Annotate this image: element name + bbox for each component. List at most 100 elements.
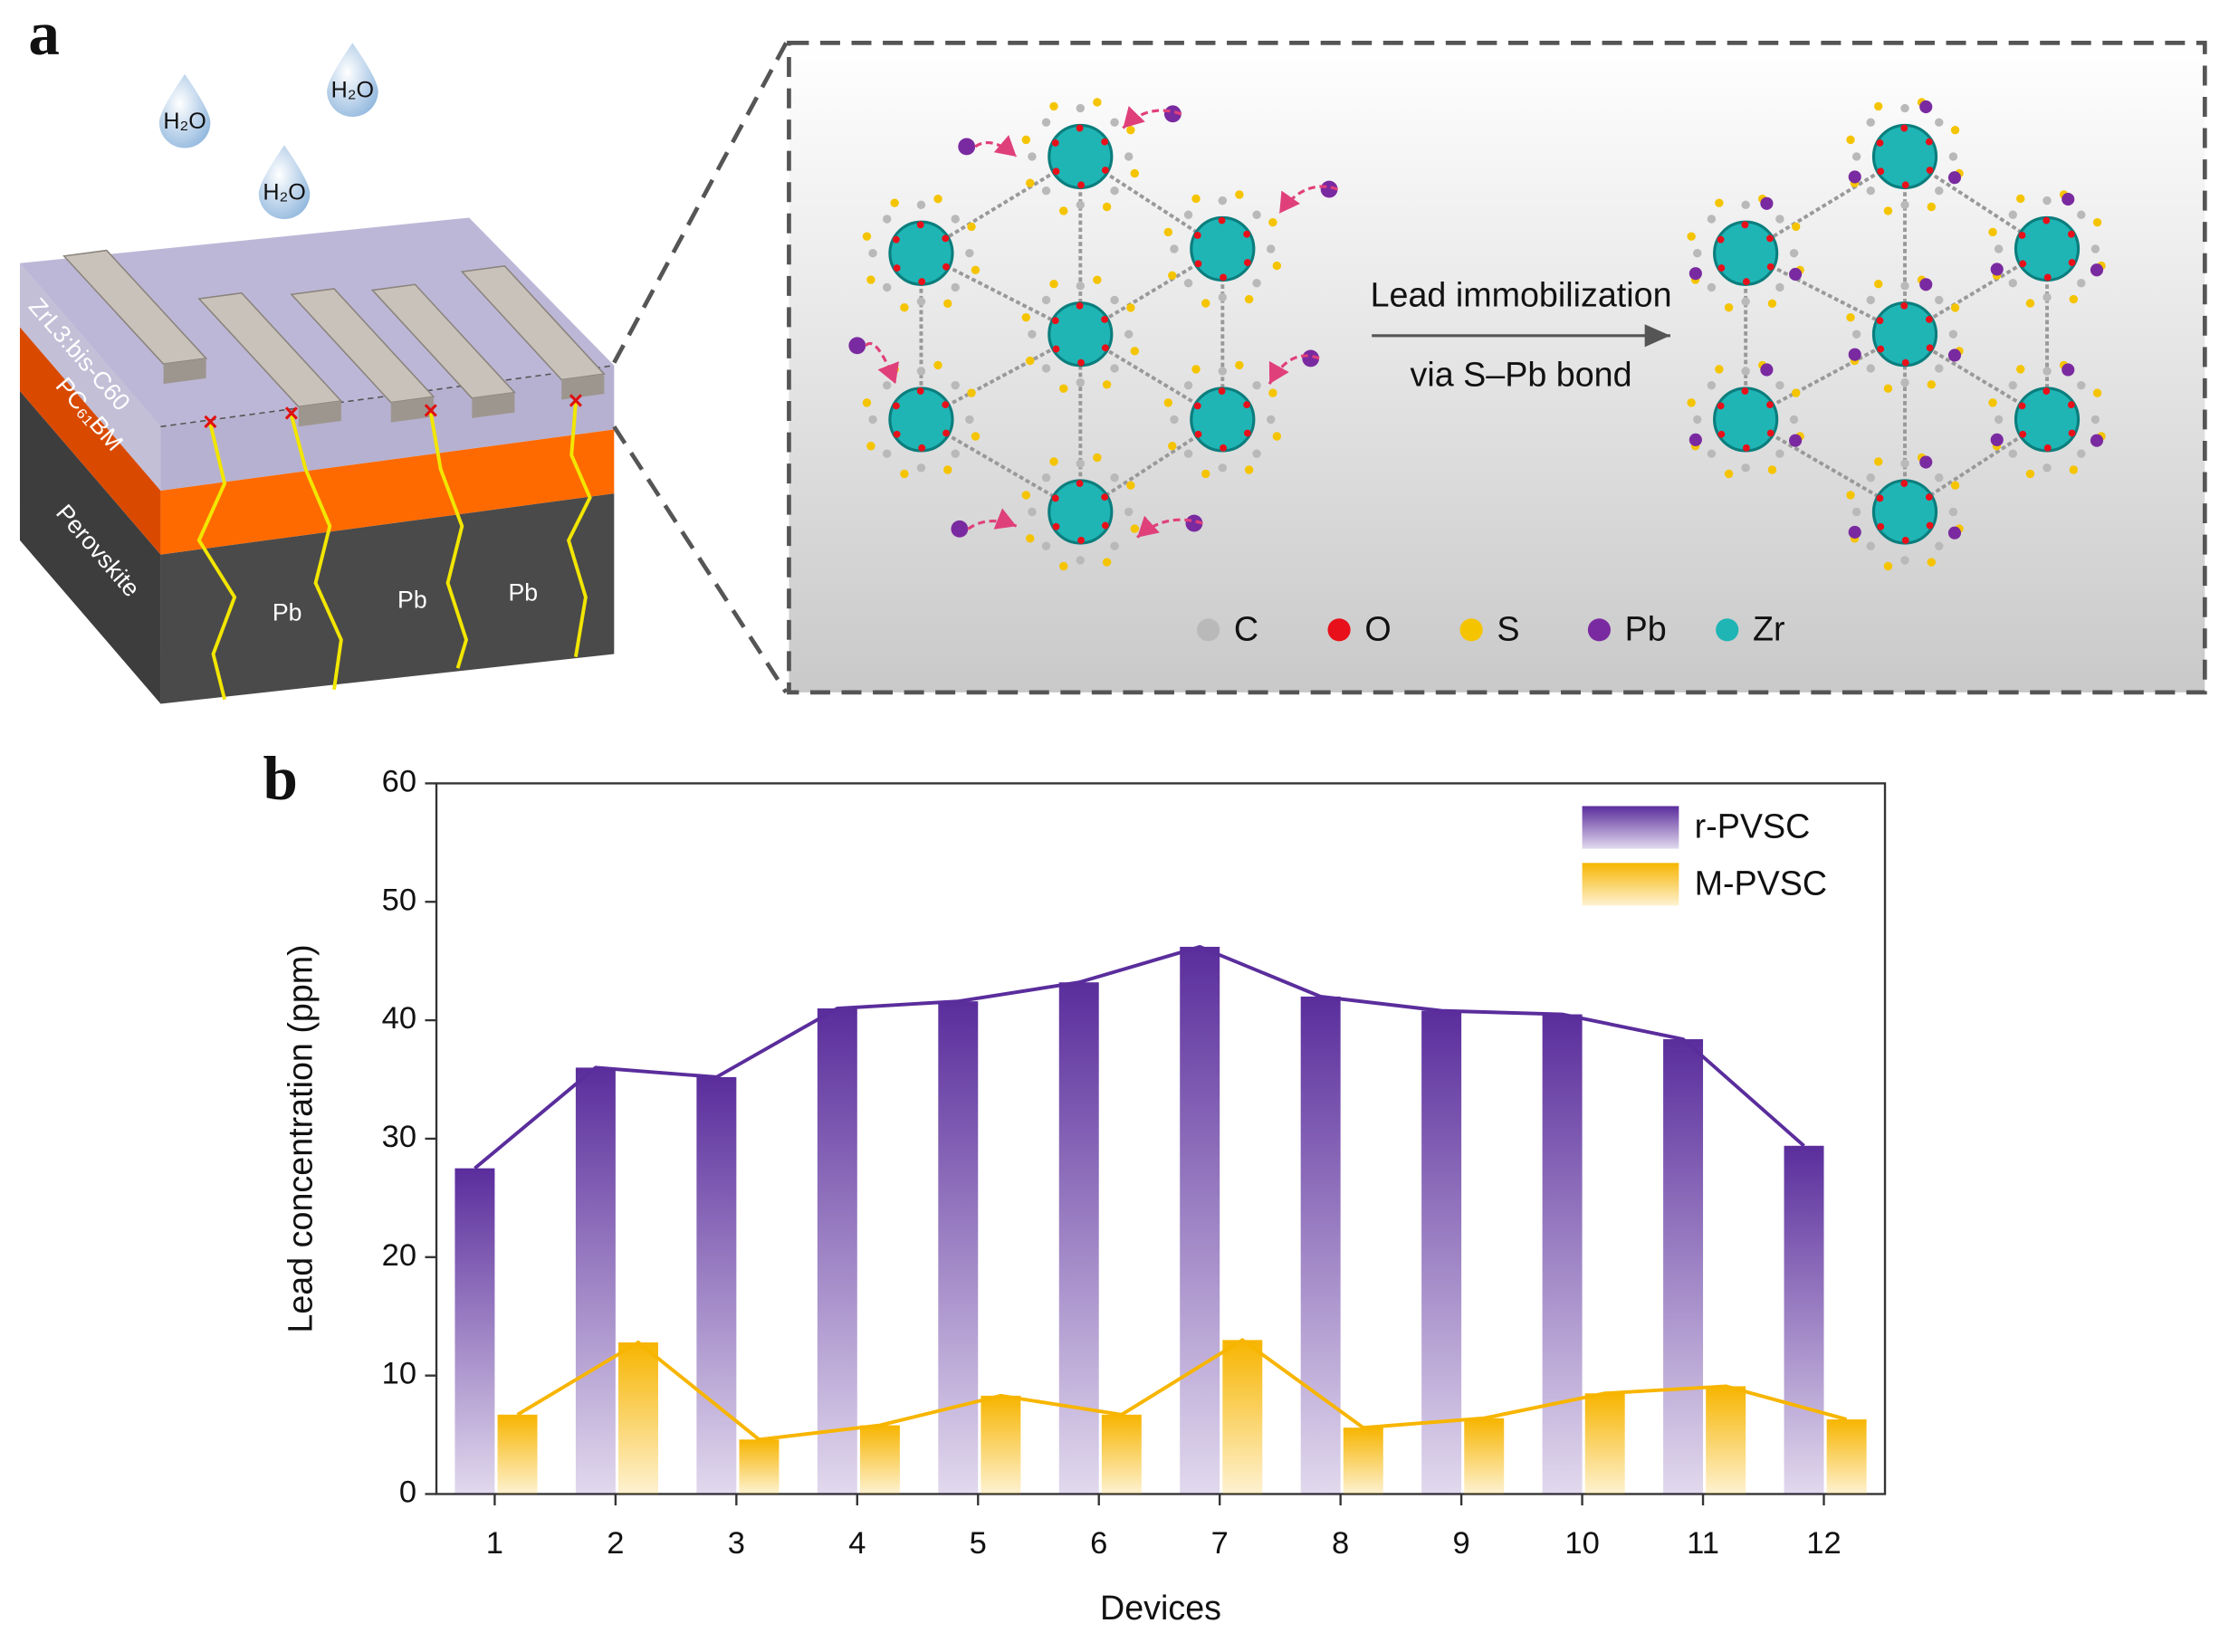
carbon: [1707, 449, 1717, 458]
mof-layer-left: [19, 263, 161, 491]
carbon: [1041, 473, 1051, 482]
y-tick-label: 10: [382, 1357, 416, 1391]
oxygen: [942, 401, 950, 409]
carbon: [1866, 118, 1875, 127]
lead-ion: [848, 337, 866, 355]
capture-arrow: [1122, 106, 1182, 129]
sulfur: [1026, 178, 1035, 187]
panel-label: a: [28, 0, 60, 68]
carbon: [1124, 507, 1134, 517]
oxygen: [1052, 522, 1060, 530]
carbon: [1935, 186, 1944, 196]
carbon: [882, 282, 892, 292]
legend-swatch: [1582, 863, 1679, 906]
legend-label: M-PVSC: [1695, 864, 1828, 902]
carbon: [1124, 152, 1134, 161]
sulfur: [1687, 398, 1696, 407]
carbon: [1935, 364, 1944, 373]
sulfur: [1026, 534, 1035, 543]
block-mark: ×: [284, 398, 300, 427]
sulfur: [1021, 491, 1031, 500]
capture-arrow: [974, 135, 1018, 158]
lead-bound: [1919, 455, 1933, 469]
lead-bound: [1947, 526, 1962, 540]
oxygen: [1101, 521, 1109, 530]
sulfur: [1873, 457, 1883, 466]
carbon: [1948, 152, 1958, 161]
y-tick-label: 0: [399, 1475, 416, 1510]
element-label: Pb: [1625, 609, 1667, 647]
sulfur: [1950, 125, 1960, 135]
sulfur: [1163, 227, 1173, 237]
carbon: [1267, 415, 1276, 425]
lead-label: Pb: [273, 599, 302, 626]
sulfur: [862, 232, 872, 241]
lead-bound: [1789, 434, 1803, 447]
trend-line: [516, 1338, 1848, 1442]
sulfur: [1093, 453, 1102, 463]
sulfur: [1059, 206, 1068, 215]
carbon: [916, 200, 926, 210]
oxygen: [1101, 315, 1109, 323]
bar: [575, 1067, 616, 1494]
lead-bound: [1688, 433, 1702, 446]
sulfur: [2069, 465, 2079, 474]
oxygen: [2067, 230, 2075, 238]
sulfur: [1102, 202, 1112, 212]
sulfur: [967, 222, 976, 232]
element-label: O: [1364, 609, 1391, 647]
lead-ion: [1320, 180, 1338, 198]
crack: [289, 415, 343, 691]
sulfur: [2025, 299, 2035, 308]
sulfur: [1883, 561, 1893, 571]
sulfur: [1883, 206, 1893, 215]
oxygen: [1243, 401, 1251, 409]
lead-bound: [1848, 170, 1861, 184]
x-tick-label: 5: [970, 1526, 987, 1561]
oxygen: [1051, 138, 1059, 147]
block-mark: ×: [203, 407, 218, 436]
bar: [739, 1439, 780, 1494]
sulfur: [1767, 465, 1777, 474]
oxygen: [1077, 358, 1085, 367]
sulfur: [1049, 279, 1058, 289]
sulfur: [1715, 365, 1724, 374]
oxygen: [1193, 402, 1201, 410]
sulfur: [2092, 388, 2102, 397]
oxygen: [1052, 167, 1060, 176]
element-swatch: [1716, 618, 1739, 642]
bar: [454, 1168, 495, 1494]
sulfur: [943, 299, 952, 308]
oxygen: [1077, 181, 1085, 189]
carbon: [1866, 295, 1875, 305]
carbon: [1028, 329, 1037, 339]
carbon: [1110, 364, 1119, 373]
sulfur: [1791, 222, 1801, 232]
carbon: [1741, 367, 1750, 376]
block-mark: ×: [424, 396, 438, 425]
lead-bound: [1760, 363, 1774, 377]
sulfur: [1927, 202, 1937, 212]
carbon: [868, 415, 877, 425]
zr-cluster: [1048, 479, 1114, 545]
carbon: [1110, 295, 1119, 305]
zoom-box: [787, 40, 2207, 695]
carbon: [1866, 473, 1875, 482]
sulfur: [1168, 271, 1177, 281]
electrode-side: [163, 358, 206, 385]
oxygen: [2068, 259, 2076, 266]
carbon: [2090, 415, 2100, 425]
zr-cluster: [2014, 215, 2081, 282]
arrow-label: Lead immobilization: [1371, 275, 1672, 313]
sulfur: [1272, 432, 1282, 441]
carbon: [1935, 295, 1944, 305]
sulfur: [1715, 198, 1724, 207]
water-drop: [258, 145, 311, 220]
oxygen: [1220, 273, 1227, 282]
carbon: [1935, 118, 1944, 127]
oxygen: [2042, 216, 2051, 224]
sulfur: [1201, 469, 1210, 479]
x-tick-label: 7: [1211, 1526, 1229, 1561]
water-label: H₂O: [163, 109, 206, 134]
mof-structures: [848, 98, 2106, 571]
